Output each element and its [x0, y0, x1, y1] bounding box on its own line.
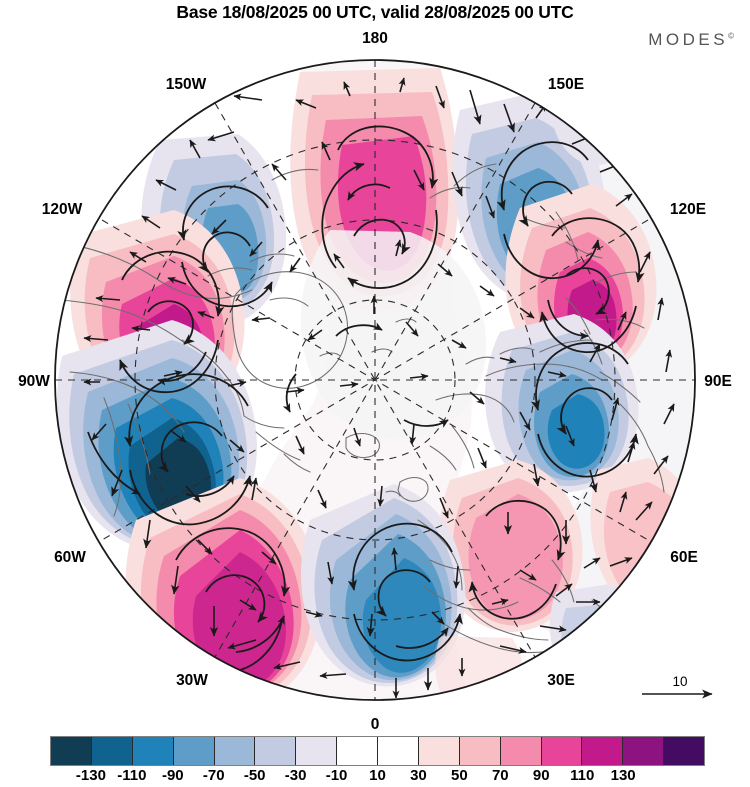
vector-scale-label: 10 — [672, 674, 688, 689]
lon-label-90e: 90E — [704, 373, 732, 390]
colorbar-tick: 70 — [491, 767, 509, 784]
wind-vectors-layer — [83, 77, 675, 699]
lon-label-60e: 60E — [670, 549, 698, 566]
polar-stereographic-map: 180 150W 120W 90W 60W 30W 0 30E 60E 90E … — [18, 30, 732, 733]
colorbar-cell — [296, 737, 338, 765]
map-outer-boundary — [54, 59, 696, 701]
colorbar-tick-labels: -130 -110 -90 -70 -50 -30 -10 10 30 50 70 90 110 130 — [0, 767, 750, 787]
colorbar-tick: 130 — [610, 767, 636, 784]
colorbar-tick: 30 — [410, 767, 427, 784]
colorbar-cell — [418, 737, 460, 765]
colorbar-cell — [623, 737, 665, 765]
colorbar-cell — [337, 737, 378, 765]
map-svg — [54, 59, 696, 701]
logo-text: MODES — [648, 30, 729, 49]
colorbar-cell — [378, 737, 419, 765]
colorbar-tick: -130 — [75, 767, 106, 784]
colorbar-tick: -10 — [325, 767, 348, 784]
page-title: Base 18/08/2025 00 UTC, valid 28/08/2025… — [176, 2, 574, 22]
colorbar-cell — [255, 737, 297, 765]
colorbar-tick: 50 — [451, 767, 468, 784]
copyright-mark: © — [728, 31, 734, 41]
colorbar-tick: -90 — [161, 767, 184, 784]
graticule-meridians — [55, 60, 695, 700]
colorbar-tick: -110 — [117, 767, 147, 784]
anomaly-positive-30e — [435, 636, 524, 700]
colorbar-tick: 90 — [532, 767, 550, 784]
colorbar-cell — [459, 737, 501, 765]
colorbar-cell — [500, 737, 542, 765]
colorbar-cell — [173, 737, 215, 765]
lon-label-120e: 120E — [669, 201, 707, 218]
colorbar-cell — [51, 737, 92, 765]
lon-label-30w: 30W — [176, 672, 208, 689]
colorbar-tick: -50 — [243, 767, 266, 784]
lon-label-0: 0 — [370, 716, 380, 733]
lon-label-90w: 90W — [18, 373, 50, 390]
colorbar-tick: -30 — [284, 767, 307, 784]
colorbar-tick: 10 — [369, 767, 386, 784]
colorbar-cell — [582, 737, 624, 765]
lon-label-150w: 150W — [165, 76, 207, 93]
map-fields — [55, 60, 695, 700]
lon-label-60w: 60W — [54, 549, 86, 566]
lon-label-30e: 30E — [547, 672, 575, 689]
anomaly-negative-westeurope — [300, 484, 466, 687]
colorbar-tick: -70 — [202, 767, 225, 784]
colorbar-cell — [91, 737, 133, 765]
colorbar-swatches — [50, 736, 705, 766]
colorbar-cell — [132, 737, 174, 765]
vector-scale-arrow — [642, 689, 713, 699]
modes-logo: MODES© — [648, 30, 734, 50]
colorbar-tick: 110 — [570, 767, 595, 784]
colorbar-cell — [214, 737, 256, 765]
lon-label-150e: 150E — [547, 76, 585, 93]
colorbar-cell — [664, 737, 704, 765]
lon-label-180: 180 — [362, 30, 388, 47]
colorbar-cell — [541, 737, 583, 765]
anomaly-neutral-pole — [300, 230, 487, 440]
colorbar: -130 -110 -90 -70 -50 -30 -10 10 30 50 70 90 110 130 — [0, 726, 750, 784]
lon-label-120w: 120W — [41, 201, 83, 218]
vector-scale-legend: 10 — [640, 674, 730, 710]
